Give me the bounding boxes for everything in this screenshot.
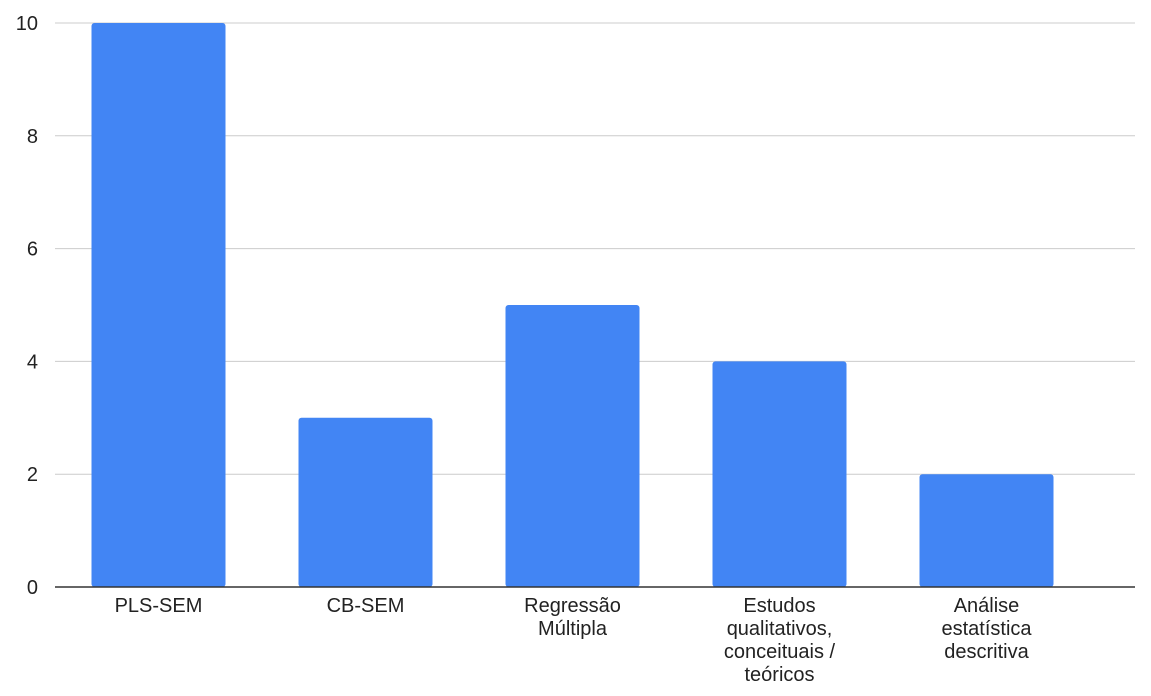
x-category-label: qualitativos, — [727, 618, 833, 640]
y-tick-label: 0 — [27, 577, 38, 599]
bar — [298, 417, 433, 587]
bar — [712, 361, 847, 587]
y-tick-label: 4 — [27, 351, 38, 373]
x-category-label: Múltipla — [538, 618, 608, 640]
x-category-label: teóricos — [744, 664, 814, 686]
y-tick-label: 8 — [27, 126, 38, 148]
x-category-label: Estudos — [743, 595, 815, 617]
y-tick-label: 10 — [16, 13, 38, 35]
y-axis-tick-labels: 0 2 4 6 8 10 — [16, 13, 38, 599]
x-category-label: estatística — [941, 618, 1032, 640]
x-category-label: CB-SEM — [327, 595, 405, 617]
x-category-label: PLS-SEM — [115, 595, 203, 617]
bars — [91, 23, 1054, 587]
y-tick-label: 6 — [27, 239, 38, 261]
x-category-label: Regressão — [524, 595, 621, 617]
x-category-label: Análise — [954, 595, 1020, 617]
y-tick-label: 2 — [27, 464, 38, 486]
bar — [91, 23, 226, 587]
bar — [919, 474, 1054, 587]
bar — [505, 305, 640, 587]
x-category-label: descritiva — [944, 641, 1029, 663]
x-category-label: conceituais / — [724, 641, 836, 663]
